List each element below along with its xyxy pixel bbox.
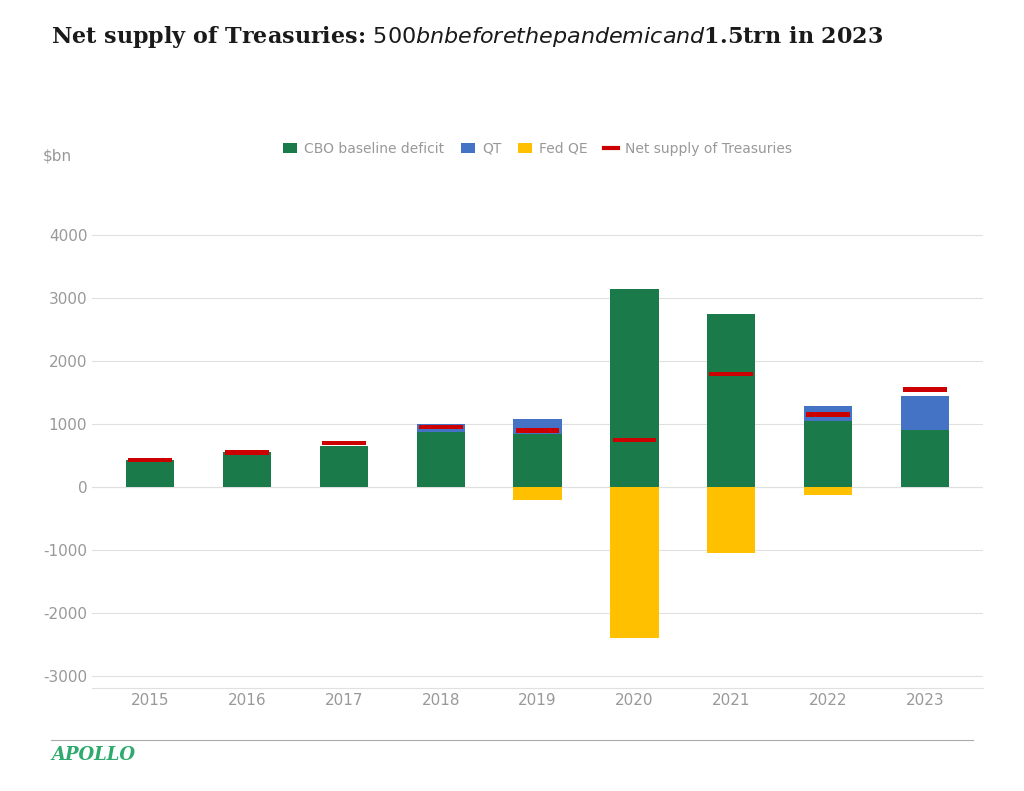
- Bar: [319, 446, 369, 487]
- Bar: [516, 428, 559, 433]
- Bar: [901, 430, 949, 487]
- Bar: [513, 419, 562, 433]
- Bar: [804, 407, 852, 421]
- Bar: [804, 421, 852, 487]
- Bar: [804, 487, 852, 495]
- Bar: [417, 432, 465, 487]
- Text: $bn: $bn: [43, 149, 73, 164]
- Text: Net supply of Treasuries: $500bn before the pandemic and $1.5trn in 2023: Net supply of Treasuries: $500bn before …: [51, 24, 884, 50]
- Bar: [225, 450, 269, 455]
- Bar: [323, 441, 366, 445]
- Bar: [513, 433, 562, 487]
- Bar: [610, 487, 658, 638]
- Bar: [901, 396, 949, 430]
- Bar: [610, 289, 658, 487]
- Bar: [126, 460, 174, 487]
- Bar: [128, 458, 172, 462]
- Bar: [223, 452, 271, 487]
- Bar: [710, 372, 753, 376]
- Bar: [513, 487, 562, 500]
- Bar: [612, 437, 656, 442]
- Legend: CBO baseline deficit, QT, Fed QE, Net supply of Treasuries: CBO baseline deficit, QT, Fed QE, Net su…: [278, 136, 798, 161]
- Bar: [903, 388, 947, 392]
- Bar: [806, 412, 850, 417]
- Bar: [419, 425, 463, 430]
- Text: APOLLO: APOLLO: [51, 746, 135, 764]
- Bar: [707, 314, 756, 487]
- Bar: [417, 424, 465, 432]
- Bar: [707, 487, 756, 553]
